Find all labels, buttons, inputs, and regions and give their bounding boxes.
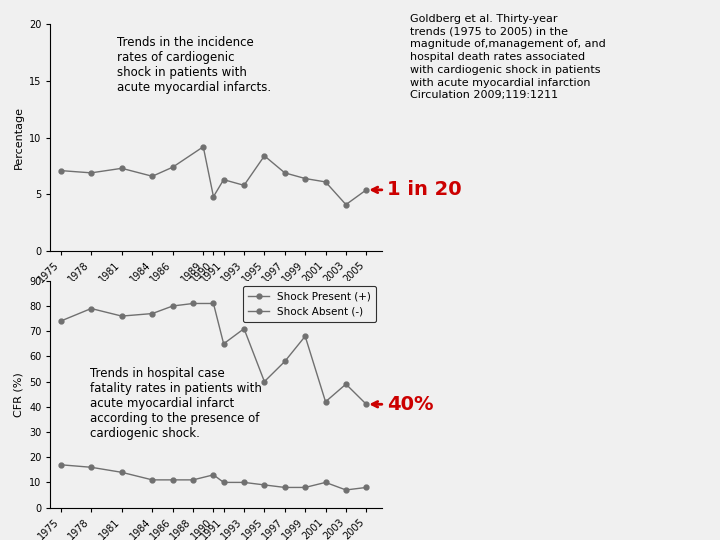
Shock Present (+) <box>209 300 217 307</box>
Shock Absent (-) <box>148 477 157 483</box>
Shock Present (+) <box>341 381 350 387</box>
Legend: Shock Present (+), Shock Absent (-): Shock Present (+), Shock Absent (-) <box>243 286 377 322</box>
Shock Present (+) <box>56 318 65 325</box>
Shock Absent (-) <box>281 484 289 491</box>
Shock Present (+) <box>117 313 126 319</box>
Shock Present (+) <box>240 326 248 332</box>
Shock Present (+) <box>260 379 269 385</box>
Shock Absent (-) <box>168 477 177 483</box>
Shock Absent (-) <box>117 469 126 476</box>
Y-axis label: CFR (%): CFR (%) <box>14 372 24 416</box>
Text: 40%: 40% <box>387 395 433 414</box>
Shock Present (+) <box>321 399 330 405</box>
Text: Trends in hospital case
fatality rates in patients with
acute myocardial infarct: Trends in hospital case fatality rates i… <box>90 367 262 440</box>
Text: 1 in 20: 1 in 20 <box>387 180 462 199</box>
Shock Present (+) <box>148 310 157 317</box>
Line: Shock Present (+): Shock Present (+) <box>58 301 369 407</box>
Shock Absent (-) <box>220 479 228 485</box>
Shock Absent (-) <box>240 479 248 485</box>
Shock Absent (-) <box>362 484 371 491</box>
Shock Absent (-) <box>321 479 330 485</box>
Shock Absent (-) <box>301 484 310 491</box>
Shock Present (+) <box>362 401 371 408</box>
Shock Absent (-) <box>209 471 217 478</box>
Shock Present (+) <box>189 300 197 307</box>
Shock Present (+) <box>220 341 228 347</box>
Shock Absent (-) <box>56 462 65 468</box>
Shock Present (+) <box>87 305 96 312</box>
Y-axis label: Percentage: Percentage <box>14 106 24 169</box>
Text: Goldberg et al. Thirty-year
trends (1975 to 2005) in the
magnitude of,management: Goldberg et al. Thirty-year trends (1975… <box>410 14 606 100</box>
Shock Absent (-) <box>189 477 197 483</box>
Shock Present (+) <box>281 358 289 365</box>
Shock Present (+) <box>168 303 177 309</box>
Shock Present (+) <box>301 333 310 340</box>
Text: Trends in the incidence
rates of cardiogenic
shock in patients with
acute myocar: Trends in the incidence rates of cardiog… <box>117 36 271 93</box>
Shock Absent (-) <box>260 482 269 488</box>
Line: Shock Absent (-): Shock Absent (-) <box>58 462 369 492</box>
Shock Absent (-) <box>341 487 350 493</box>
Shock Absent (-) <box>87 464 96 470</box>
